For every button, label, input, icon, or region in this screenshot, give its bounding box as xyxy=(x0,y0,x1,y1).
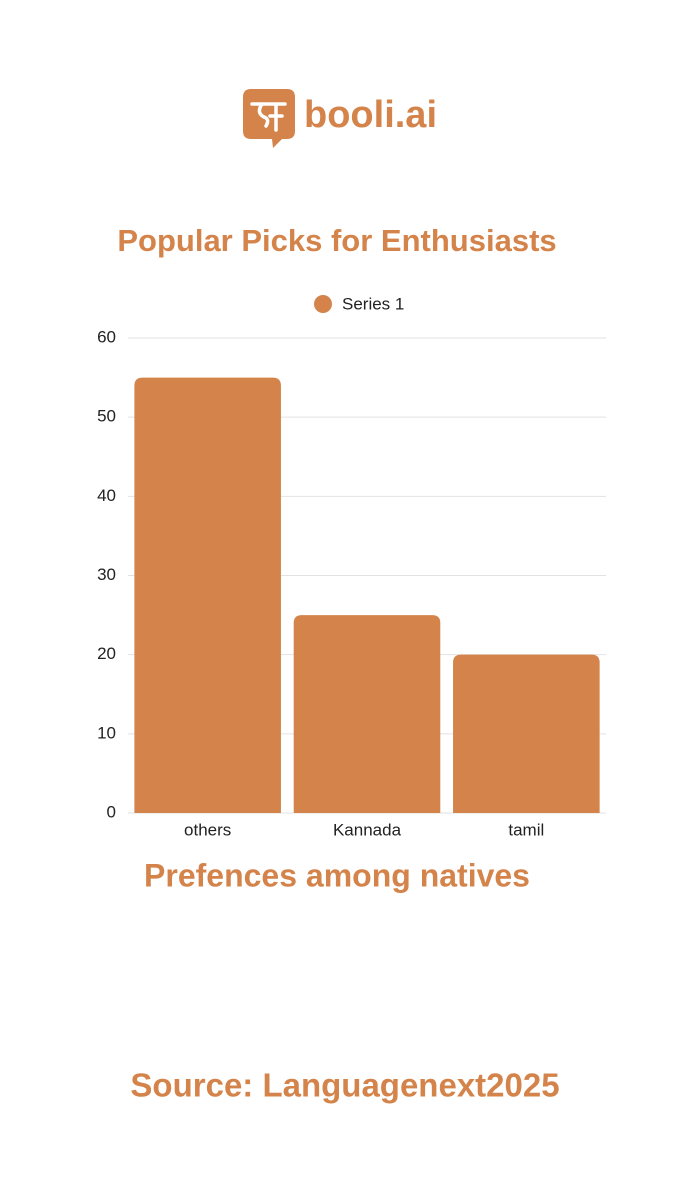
legend-label: Series 1 xyxy=(342,294,404,313)
bar xyxy=(134,377,281,813)
logo-text: booli.ai xyxy=(304,94,437,136)
y-tick-label: 0 xyxy=(107,802,116,821)
y-tick-label: 50 xyxy=(97,407,116,426)
x-axis-label: Prefences among natives xyxy=(144,857,530,893)
y-tick-label: 20 xyxy=(97,644,116,663)
y-tick-label: 60 xyxy=(97,327,116,346)
y-tick-label: 10 xyxy=(97,723,116,742)
x-tick-label: tamil xyxy=(508,820,544,839)
x-tick-label: Kannada xyxy=(333,820,402,839)
chart-title: Popular Picks for Enthusiasts xyxy=(117,223,556,258)
logo: booli.ai xyxy=(243,89,437,148)
x-tick-label: others xyxy=(184,820,231,839)
y-tick-label: 40 xyxy=(97,486,116,505)
source: Source: Languagenext2025 xyxy=(130,1067,559,1104)
bar xyxy=(453,654,600,813)
y-tick-label: 30 xyxy=(97,565,116,584)
legend-swatch xyxy=(314,295,332,313)
logo-glyph xyxy=(250,102,287,132)
bar xyxy=(293,615,441,813)
